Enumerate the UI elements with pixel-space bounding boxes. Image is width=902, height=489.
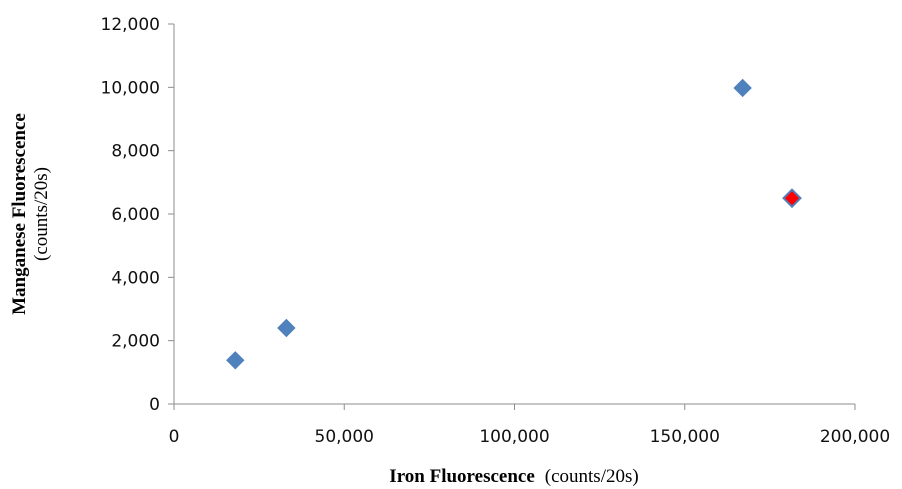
y-tick-label: 0 [149,395,160,415]
x-axis-title: Iron Fluorescence (counts/20s) [389,466,638,487]
axes [173,24,855,405]
data-point-diamond [782,188,802,209]
y-tick-label: 2,000 [111,332,160,352]
y-axis-title-group: Manganese Fluorescence (counts/20s) [9,113,52,315]
y-axis-title-unit: (counts/20s) [31,167,52,261]
y-tick-label: 6,000 [111,205,160,225]
x-tick-label: 150,000 [650,427,720,447]
x-axis-ticks: 0 50,000 100,000 150,000 200,000 [169,404,890,447]
x-axis-title-main: Iron Fluorescence [389,466,534,487]
data-point-diamond [277,318,296,338]
data-point-diamond [733,78,752,98]
y-axis-ticks: 0 2,000 4,000 6,000 8,000 10,000 12,000 [101,15,174,415]
y-tick-label: 10,000 [101,78,160,98]
x-tick-label: 200,000 [820,427,890,447]
x-tick-label: 50,000 [315,427,374,447]
x-tick-label: 0 [169,427,180,447]
data-points [226,78,802,370]
y-tick-label: 8,000 [111,142,160,162]
x-tick-label: 100,000 [479,427,549,447]
y-tick-label: 12,000 [101,15,160,35]
y-tick-label: 4,000 [111,268,160,288]
data-point-diamond [226,351,245,370]
y-axis-title-main: Manganese Fluorescence [9,113,30,315]
x-axis-title-unit: (counts/20s) [545,466,639,487]
